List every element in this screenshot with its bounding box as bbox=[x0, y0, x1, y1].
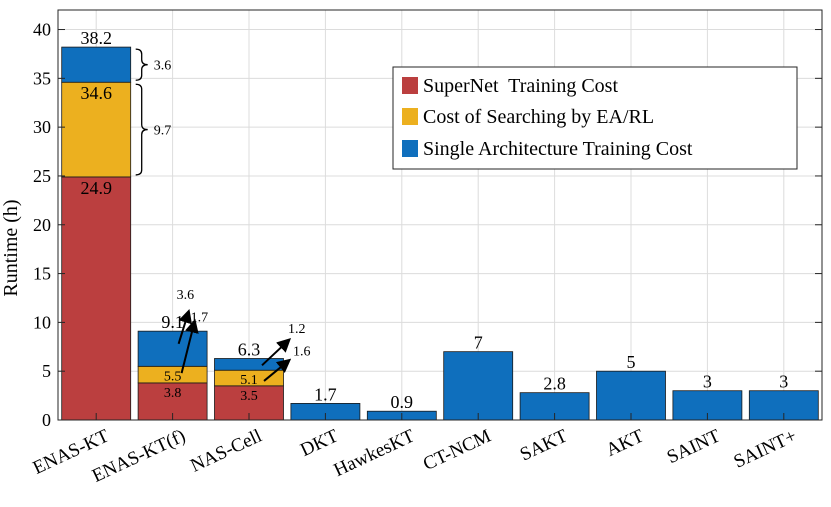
bar-segment-single bbox=[443, 351, 514, 421]
y-tick-label: 5 bbox=[42, 361, 51, 381]
bar-segment-single bbox=[596, 370, 666, 421]
segment-boundary-label: 34.6 bbox=[80, 83, 112, 103]
bar-segment-single bbox=[214, 358, 284, 371]
arrow-label: 1.7 bbox=[191, 310, 209, 325]
bar-segment-single bbox=[61, 46, 132, 83]
data-labels: 38.2 9.1 6.3 1.7 0.9 7 2.8 5 3 3 24.9 34.6 3.8 5.5 3.5… bbox=[80, 28, 788, 412]
y-tick-label: 30 bbox=[33, 117, 51, 137]
bars bbox=[61, 46, 819, 421]
bar-total-label: 2.8 bbox=[543, 374, 566, 394]
legend-swatch-search bbox=[402, 108, 418, 125]
legend-label-search: Cost of Searching by EA/RL bbox=[423, 106, 654, 128]
brace-label: 9.7 bbox=[154, 124, 172, 139]
bar-total-label: 7 bbox=[474, 333, 483, 353]
bar-total-label: 0.9 bbox=[391, 392, 414, 412]
x-tick-label: HawkesKT bbox=[331, 425, 419, 481]
brace bbox=[135, 48, 148, 81]
y-axis-label: Runtime (h) bbox=[0, 199, 22, 296]
legend-box bbox=[392, 66, 798, 170]
y-tick-label: 35 bbox=[33, 68, 51, 88]
arrow-label: 1.6 bbox=[293, 345, 311, 360]
x-tick-label: SAKT bbox=[517, 425, 571, 465]
bar-total-label: 1.7 bbox=[314, 384, 337, 404]
segment-boundary-label: 3.5 bbox=[240, 389, 258, 404]
legend: SuperNet Training Cost Cost of Searching… bbox=[392, 66, 798, 170]
axes-box bbox=[57, 9, 823, 421]
y-tick-label: 0 bbox=[42, 410, 51, 430]
bar-total-label: 3 bbox=[703, 372, 712, 392]
y-tick-label: 15 bbox=[33, 264, 51, 284]
y-tick-label: 20 bbox=[33, 215, 51, 235]
segment-boundary-label: 3.8 bbox=[164, 386, 182, 401]
annotation-arrow bbox=[177, 308, 192, 345]
arrow-label: 3.6 bbox=[177, 288, 195, 303]
x-tick-label: SAINT bbox=[664, 425, 724, 468]
y-tick-label: 40 bbox=[33, 20, 51, 40]
bar-segment-supernet bbox=[61, 176, 132, 421]
legend-label-supernet: SuperNet Training Cost bbox=[423, 75, 618, 97]
annotation-arrow bbox=[261, 338, 292, 367]
bar-total-label: 38.2 bbox=[80, 28, 112, 48]
x-tick-label: CT-NCM bbox=[420, 425, 494, 475]
bar-total-label: 3 bbox=[779, 372, 788, 392]
annotations: 3.6 9.7 3.6 1.7 1.2 1.6 bbox=[135, 48, 311, 382]
brace-label: 3.6 bbox=[154, 59, 172, 74]
bar-total-label: 5 bbox=[627, 352, 636, 372]
x-tick-label: SAINT+ bbox=[731, 425, 800, 472]
legend-entry-supernet: SuperNet Training Cost bbox=[402, 75, 618, 97]
x-tick-label: NAS-Cell bbox=[187, 425, 265, 476]
bar-segment-search bbox=[61, 81, 132, 178]
legend-label-single: Single Architecture Training Cost bbox=[423, 138, 693, 160]
legend-entry-single: Single Architecture Training Cost bbox=[402, 138, 693, 160]
segment-boundary-label: 5.5 bbox=[164, 369, 182, 384]
legend-swatch-single bbox=[402, 140, 418, 157]
x-tick-label: AKT bbox=[603, 425, 648, 461]
brace bbox=[135, 83, 148, 176]
segment-boundary-label: 24.9 bbox=[80, 178, 112, 198]
legend-entry-search: Cost of Searching by EA/RL bbox=[402, 106, 654, 128]
bar-segment-single bbox=[137, 330, 208, 367]
legend-swatch-supernet bbox=[402, 77, 418, 94]
bar-total-label: 6.3 bbox=[238, 340, 261, 360]
segment-boundary-label: 5.1 bbox=[240, 373, 258, 388]
y-tick-label: 10 bbox=[33, 312, 51, 332]
y-tick-label: 25 bbox=[33, 166, 51, 186]
bar-total-label: 9.1 bbox=[161, 312, 184, 332]
arrow-label: 1.2 bbox=[288, 322, 306, 337]
annotation-arrow bbox=[180, 318, 199, 374]
x-tick-label: DKT bbox=[297, 425, 342, 461]
annotation-arrow bbox=[263, 358, 292, 382]
